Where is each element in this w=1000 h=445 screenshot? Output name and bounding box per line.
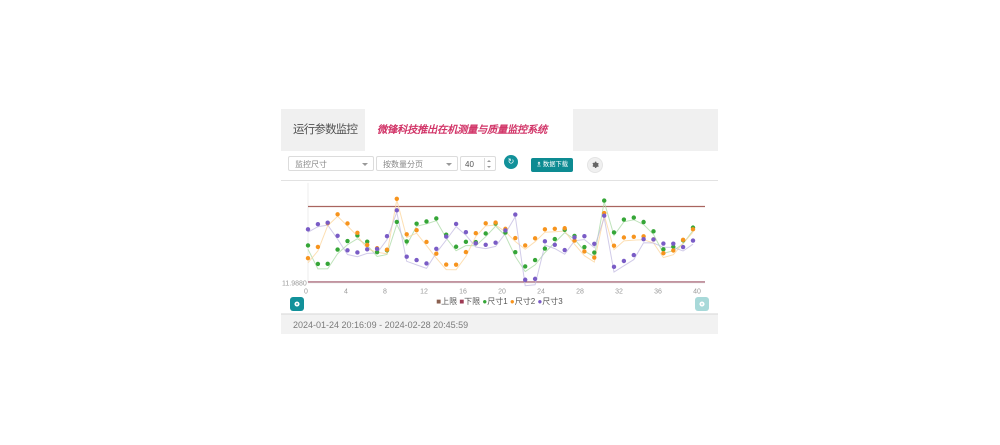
svg-text:11.9880: 11.9880 <box>282 281 307 288</box>
